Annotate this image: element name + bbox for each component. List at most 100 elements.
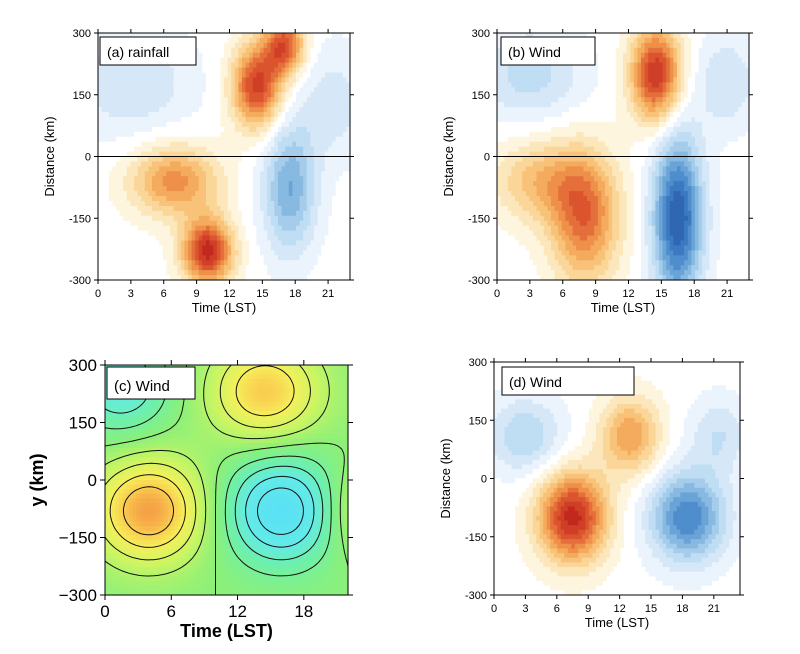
heatmap-cell (126, 161, 131, 167)
heatmap-cell (339, 196, 344, 202)
heatmap-cell (162, 210, 167, 217)
heatmap-cell (126, 82, 131, 88)
heatmap-cell (227, 240, 232, 247)
heatmap-cell (515, 171, 520, 177)
heatmap-cell (137, 82, 142, 88)
heatmap-cell (335, 240, 340, 247)
heatmap-cell (256, 171, 261, 177)
heatmap-cell (281, 191, 286, 197)
heatmap-cell (267, 141, 272, 148)
heatmap-cell (497, 146, 502, 153)
heatmap-cell (238, 52, 243, 59)
heatmap-cell (572, 97, 577, 103)
heatmap-cell (576, 146, 581, 153)
heatmap-cell (500, 205, 505, 212)
heatmap-cell (547, 255, 552, 261)
heatmap-cell (224, 186, 229, 192)
heatmap-cell (507, 275, 512, 281)
heatmap-cell (231, 33, 236, 39)
heatmap-cell (324, 250, 329, 256)
heatmap-cell (561, 275, 566, 281)
heatmap-cell (328, 112, 333, 118)
heatmap-cell (224, 176, 229, 182)
heatmap-cell (303, 260, 308, 266)
heatmap-cell (507, 220, 512, 227)
heatmap-cell (339, 260, 344, 266)
heatmap-cell (525, 92, 530, 98)
heatmap-cell (576, 240, 581, 247)
heatmap-cell (576, 191, 581, 197)
heatmap-cell (558, 72, 563, 79)
heatmap-cell (224, 67, 229, 74)
heatmap-cell (242, 240, 247, 247)
heatmap-cell (565, 235, 570, 242)
heatmap-cell (112, 260, 117, 266)
heatmap-cell (216, 131, 221, 138)
heatmap-cell (260, 112, 265, 118)
heatmap-cell (303, 200, 308, 207)
heatmap-cell (504, 141, 509, 148)
heatmap-cell (324, 205, 329, 212)
heatmap-cell (590, 131, 595, 138)
heatmap-cell (339, 171, 344, 177)
heatmap-cell (579, 141, 584, 148)
heatmap-cell (213, 151, 218, 158)
heatmap-cell (224, 260, 229, 266)
heatmap-cell (278, 77, 283, 83)
heatmap-cell (137, 260, 142, 266)
heatmap-cell (346, 255, 351, 261)
heatmap-cell (342, 191, 347, 197)
heatmap-cell (134, 156, 139, 163)
heatmap-cell (227, 210, 232, 217)
heatmap-cell (332, 72, 337, 79)
heatmap-cell (98, 196, 103, 202)
heatmap-cell (173, 275, 178, 281)
heatmap-cell (511, 265, 516, 271)
heatmap-cell (191, 265, 196, 271)
heatmap-cell (159, 97, 164, 103)
heatmap-cell (569, 102, 574, 108)
heatmap-cell (144, 191, 149, 197)
heatmap-cell (206, 215, 211, 222)
heatmap-cell (346, 240, 351, 247)
heatmap-cell (123, 156, 128, 163)
heatmap-cell (155, 275, 160, 281)
heatmap-cell (285, 220, 290, 227)
heatmap-cell (101, 270, 106, 276)
heatmap-cell (216, 191, 221, 197)
heatmap-cell (324, 176, 329, 182)
heatmap-cell (314, 215, 319, 222)
heatmap-cell (497, 186, 502, 192)
heatmap-cell (303, 166, 308, 172)
heatmap-cell (339, 255, 344, 261)
heatmap-cell (213, 255, 218, 261)
heatmap-cell (105, 146, 110, 153)
heatmap-cell (281, 57, 286, 64)
heatmap-cell (303, 156, 308, 163)
heatmap-cell (101, 255, 106, 261)
heatmap-cell (529, 245, 534, 251)
heatmap-cell (551, 265, 556, 271)
heatmap-cell (195, 156, 200, 163)
heatmap-cell (130, 225, 135, 232)
heatmap-cell (511, 82, 516, 88)
heatmap-cell (561, 102, 566, 108)
heatmap-cell (504, 235, 509, 242)
heatmap-cell (525, 250, 530, 256)
heatmap-cell (497, 220, 502, 227)
heatmap-cell (332, 52, 337, 59)
heatmap-cell (206, 126, 211, 133)
heatmap-cell (547, 186, 552, 192)
heatmap-cell (249, 225, 254, 232)
heatmap-cell (504, 220, 509, 227)
heatmap-cell (177, 215, 182, 222)
heatmap-cell (252, 151, 257, 158)
heatmap-cell (518, 205, 523, 212)
heatmap-cell (116, 97, 121, 103)
heatmap-cell (263, 87, 268, 93)
heatmap-cell (583, 171, 588, 177)
heatmap-cell (238, 102, 243, 108)
heatmap-cell (224, 102, 229, 108)
heatmap-cell (303, 92, 308, 98)
heatmap-cell (231, 255, 236, 261)
